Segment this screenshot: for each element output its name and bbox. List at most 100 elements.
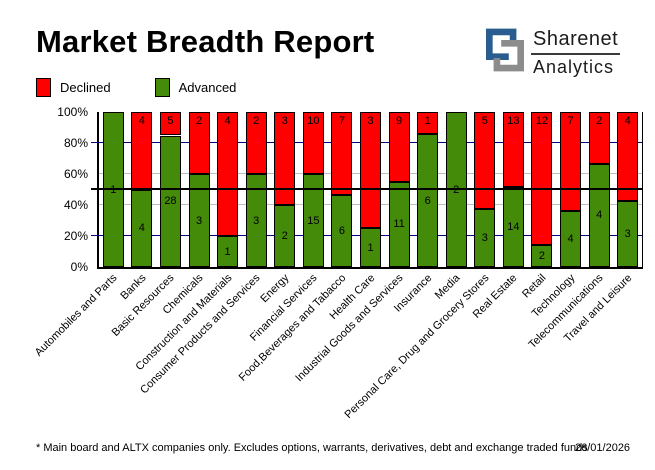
declined-value: 7 (567, 115, 574, 127)
advanced-segment: 3 (245, 174, 267, 267)
logo-mark-gray (493, 40, 524, 72)
advanced-segment: 14 (502, 186, 524, 267)
advanced-swatch-icon (154, 78, 170, 97)
advanced-value: 6 (424, 194, 431, 207)
advanced-value: 1 (110, 183, 117, 196)
legend-item-declined: Declined (36, 78, 111, 97)
declined-segment: 5 (159, 112, 181, 136)
declined-value: 9 (396, 115, 403, 127)
footnote: * Main board and ALTX companies only. Ex… (36, 442, 588, 454)
legend-item-advanced: Advanced (154, 78, 237, 97)
advanced-segment: 3 (617, 200, 639, 267)
declined-value: 1 (424, 115, 431, 127)
declined-segment: 2 (245, 112, 267, 174)
y-tick-label: 40% (63, 198, 88, 212)
declined-segment: 12 (531, 112, 553, 245)
y-tick-label: 100% (57, 105, 88, 119)
bar-automobiles-and-parts: 1 (102, 112, 124, 267)
advanced-value: 2 (453, 183, 460, 196)
advanced-value: 15 (307, 214, 320, 227)
advanced-value: 6 (338, 225, 345, 238)
bar-retail: 12 2 (531, 112, 553, 267)
declined-segment: 4 (617, 112, 639, 201)
declined-segment: 1 (417, 112, 439, 135)
advanced-segment: 4 (131, 189, 153, 267)
declined-segment: 7 (331, 112, 353, 196)
advanced-segment: 28 (159, 135, 181, 267)
y-tick-label: 60% (63, 167, 88, 181)
y-tick-label: 80% (63, 136, 88, 150)
declined-value: 4 (224, 115, 231, 127)
declined-value: 3 (367, 115, 374, 127)
advanced-segment: 4 (560, 210, 582, 267)
declined-swatch-icon (36, 78, 51, 97)
declined-segment: 10 (302, 112, 324, 174)
advanced-segment: 1 (360, 228, 381, 267)
declined-segment: 4 (131, 112, 153, 190)
sharenet-logo-icon (486, 28, 524, 72)
declined-segment: 3 (274, 112, 296, 205)
declined-value: 3 (281, 115, 288, 127)
advanced-segment: 6 (331, 195, 353, 267)
bar-real-estate: 13 14 (502, 112, 524, 267)
legend-label: Advanced (178, 80, 237, 95)
declined-value: 4 (624, 115, 631, 127)
advanced-value: 28 (164, 195, 177, 208)
declined-segment: 7 (560, 112, 582, 211)
page-title: Market Breadth Report (36, 24, 375, 59)
advanced-value: 14 (507, 220, 520, 233)
logo-text: Sharenet Analytics (531, 28, 621, 78)
advanced-value: 1 (367, 241, 374, 254)
declined-value: 13 (507, 115, 520, 127)
bar-industrial-goods-and-services: 9 11 (388, 112, 410, 267)
sharenet-logo: Sharenet Analytics (486, 28, 621, 78)
declined-value: 12 (535, 115, 549, 127)
advanced-value: 2 (281, 230, 288, 242)
fifty-percent-line (91, 187, 642, 190)
advanced-value: 1 (224, 245, 231, 258)
declined-segment: 3 (360, 112, 381, 229)
axis-tick-20 (91, 235, 99, 236)
advanced-value: 3 (253, 214, 260, 227)
advanced-segment: 15 (302, 174, 324, 267)
logo-brand-name: Sharenet (531, 28, 621, 55)
declined-value: 5 (167, 115, 174, 127)
declined-value: 7 (338, 115, 345, 127)
declined-value: 2 (253, 115, 260, 127)
declined-segment: 13 (502, 112, 524, 187)
declined-segment: 4 (217, 112, 239, 236)
bar-basic-resources: 5 28 (159, 112, 181, 267)
declined-segment: 2 (588, 112, 610, 164)
advanced-segment: 2 (274, 205, 296, 267)
advanced-value: 2 (538, 249, 546, 262)
advanced-segment: 1 (217, 236, 239, 267)
advanced-segment: 3 (474, 208, 496, 267)
advanced-segment: 11 (388, 181, 410, 267)
advanced-value: 4 (567, 232, 574, 245)
advanced-value: 4 (596, 209, 603, 222)
declined-segment: 2 (188, 112, 210, 174)
advanced-value: 3 (481, 231, 488, 244)
declined-value: 5 (481, 115, 488, 127)
advanced-segment: 6 (417, 134, 439, 267)
advanced-value: 3 (195, 214, 203, 227)
report-date: 26/01/2026 (575, 442, 631, 454)
y-tick-label: 20% (63, 229, 88, 243)
advanced-value: 3 (624, 227, 631, 240)
advanced-segment: 2 (531, 244, 553, 267)
y-tick-label: 0% (70, 260, 88, 274)
declined-value: 2 (596, 115, 603, 127)
chart-legend: Declined Advanced (36, 78, 280, 97)
advanced-value: 4 (138, 222, 145, 235)
declined-segment: 5 (474, 112, 496, 209)
